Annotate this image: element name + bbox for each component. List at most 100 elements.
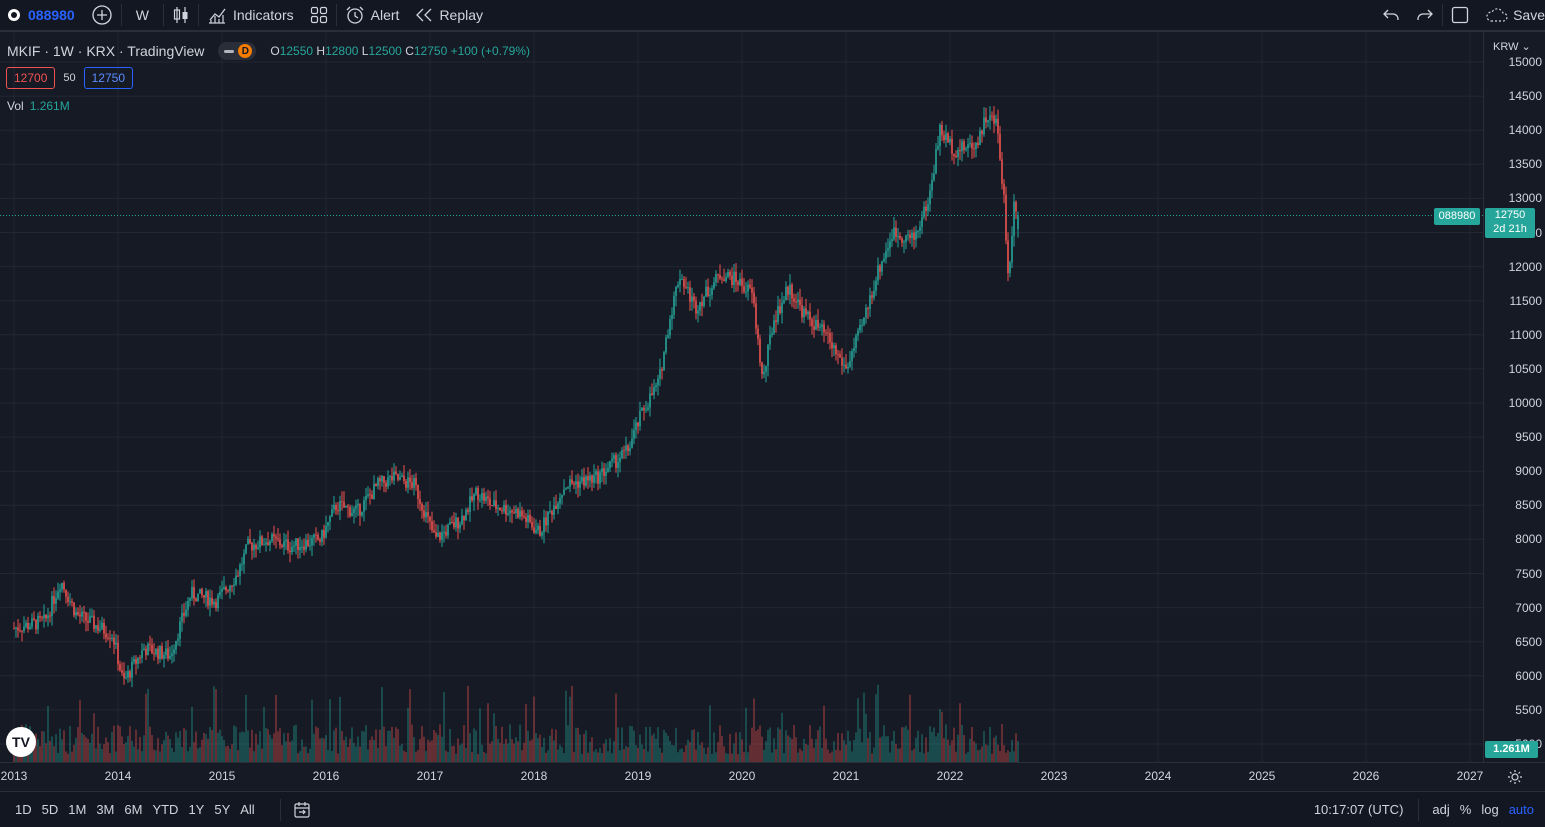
candle-body (781, 302, 783, 313)
candle-body (823, 324, 825, 333)
alert-button[interactable]: Alert (337, 0, 408, 30)
range-button-1d[interactable]: 1D (15, 802, 32, 817)
clock[interactable]: 10:17:07 (UTC) (1313, 802, 1404, 817)
price-axis[interactable]: 1500014500140001350013000125001200011500… (1483, 32, 1545, 762)
volume-bar (245, 694, 247, 762)
chart-type-button[interactable] (164, 0, 198, 30)
volume-bar (517, 741, 519, 762)
range-button-3m[interactable]: 3M (96, 802, 115, 817)
volume-bars (13, 684, 1019, 762)
time-axis[interactable]: 2013 2014 2015 2016 2017 2018 2019 2020 2021 2022… (0, 762, 1545, 791)
price-chart[interactable] (0, 32, 1483, 762)
range-button-5y[interactable]: 5Y (214, 802, 231, 817)
volume-bar (987, 745, 989, 762)
candle-body (745, 291, 747, 293)
range-button-6m[interactable]: 6M (124, 802, 143, 817)
volume-bar (35, 733, 37, 762)
candle-body (303, 546, 305, 550)
volume-bar (417, 750, 419, 762)
fullscreen-button[interactable] (1443, 0, 1477, 30)
volume-bar (755, 730, 757, 762)
volume-bar (715, 752, 717, 762)
indicators-button[interactable]: Indicators (199, 0, 302, 30)
candle-body (293, 545, 295, 547)
candle-body (329, 516, 331, 523)
low-value: 12500 (368, 44, 402, 58)
volume-bar (217, 732, 219, 762)
volume-bar (335, 727, 337, 762)
interval-button[interactable]: W (122, 0, 163, 30)
tradingview-logo[interactable]: TV (6, 727, 36, 757)
range-button-1m[interactable]: 1M (68, 802, 87, 817)
candle-body (701, 301, 703, 306)
market-status-badge[interactable]: D (218, 42, 257, 60)
candle-body (607, 468, 609, 472)
chart-pane[interactable] (0, 32, 1483, 762)
candle-body (87, 620, 89, 623)
volume-bar (283, 733, 285, 762)
candle-body (55, 598, 57, 604)
candle-body (999, 133, 1001, 160)
time-tick-label: 2027 (1456, 769, 1484, 783)
candle-body (799, 299, 801, 306)
volume-bar (63, 730, 65, 762)
candle-body (19, 630, 21, 632)
auto-toggle[interactable]: auto (1508, 802, 1534, 817)
volume-bar (807, 745, 809, 762)
candle-body (503, 504, 505, 512)
candle-body (601, 468, 603, 473)
indicators-label: Indicators (232, 7, 294, 23)
calendar-go-to-icon[interactable] (293, 801, 311, 819)
symbol-title[interactable]: MKIF · 1W · KRX · TradingView (7, 43, 205, 59)
candle-body (391, 476, 393, 481)
candle-body (439, 532, 441, 540)
volume-bar (559, 744, 561, 762)
price-tick-label: 14500 (1508, 89, 1542, 104)
volume-bar (191, 706, 193, 762)
volume-bar (45, 743, 47, 762)
volume-bar (873, 747, 875, 762)
divider (197, 4, 199, 26)
volume-bar (367, 749, 369, 762)
log-toggle[interactable]: log (1481, 802, 1499, 817)
volume-bar (147, 688, 149, 762)
candle-body (141, 650, 143, 658)
divider (279, 798, 281, 821)
percent-toggle[interactable]: % (1459, 802, 1472, 817)
range-button-all[interactable]: All (240, 802, 255, 817)
candle-body (405, 481, 407, 488)
undo-button[interactable] (1374, 0, 1408, 30)
range-button-1y[interactable]: 1Y (188, 802, 205, 817)
price-tick-label: 14000 (1508, 123, 1542, 138)
save-button[interactable]: Save (1477, 0, 1545, 30)
gear-icon[interactable] (1507, 769, 1523, 785)
volume-bar (887, 736, 889, 762)
candle-body (995, 118, 997, 124)
buy-price-button[interactable]: 12750 (83, 67, 133, 89)
price-tick-label: 11500 (1509, 293, 1542, 308)
candle-body (765, 365, 767, 372)
compare-button[interactable] (83, 0, 121, 30)
symbol-search[interactable]: 088980 (0, 0, 83, 30)
volume-legend[interactable]: Vol 1.261M (7, 99, 70, 113)
candle-body (695, 300, 697, 314)
volume-bar (667, 735, 669, 762)
replay-button[interactable]: Replay (407, 0, 491, 30)
currency-selector[interactable]: KRW ⌄ (1493, 40, 1531, 53)
candle-body (433, 530, 435, 533)
volume-bar (687, 739, 689, 762)
candle-body (217, 595, 219, 609)
sell-price-button[interactable]: 12700 (6, 67, 56, 89)
close-value: 12750 (413, 44, 448, 58)
volume-bar (173, 751, 175, 762)
adj-toggle[interactable]: adj (1432, 802, 1450, 817)
candle-body (81, 611, 83, 617)
range-button-5d[interactable]: 5D (41, 802, 59, 817)
templates-button[interactable] (302, 0, 336, 30)
close-label: C (405, 44, 414, 58)
range-button-ytd[interactable]: YTD (152, 802, 179, 817)
price-tick-label: 5500 (1515, 702, 1542, 717)
volume-bar (911, 750, 913, 762)
volume-bar (703, 747, 705, 762)
redo-button[interactable] (1408, 0, 1442, 30)
